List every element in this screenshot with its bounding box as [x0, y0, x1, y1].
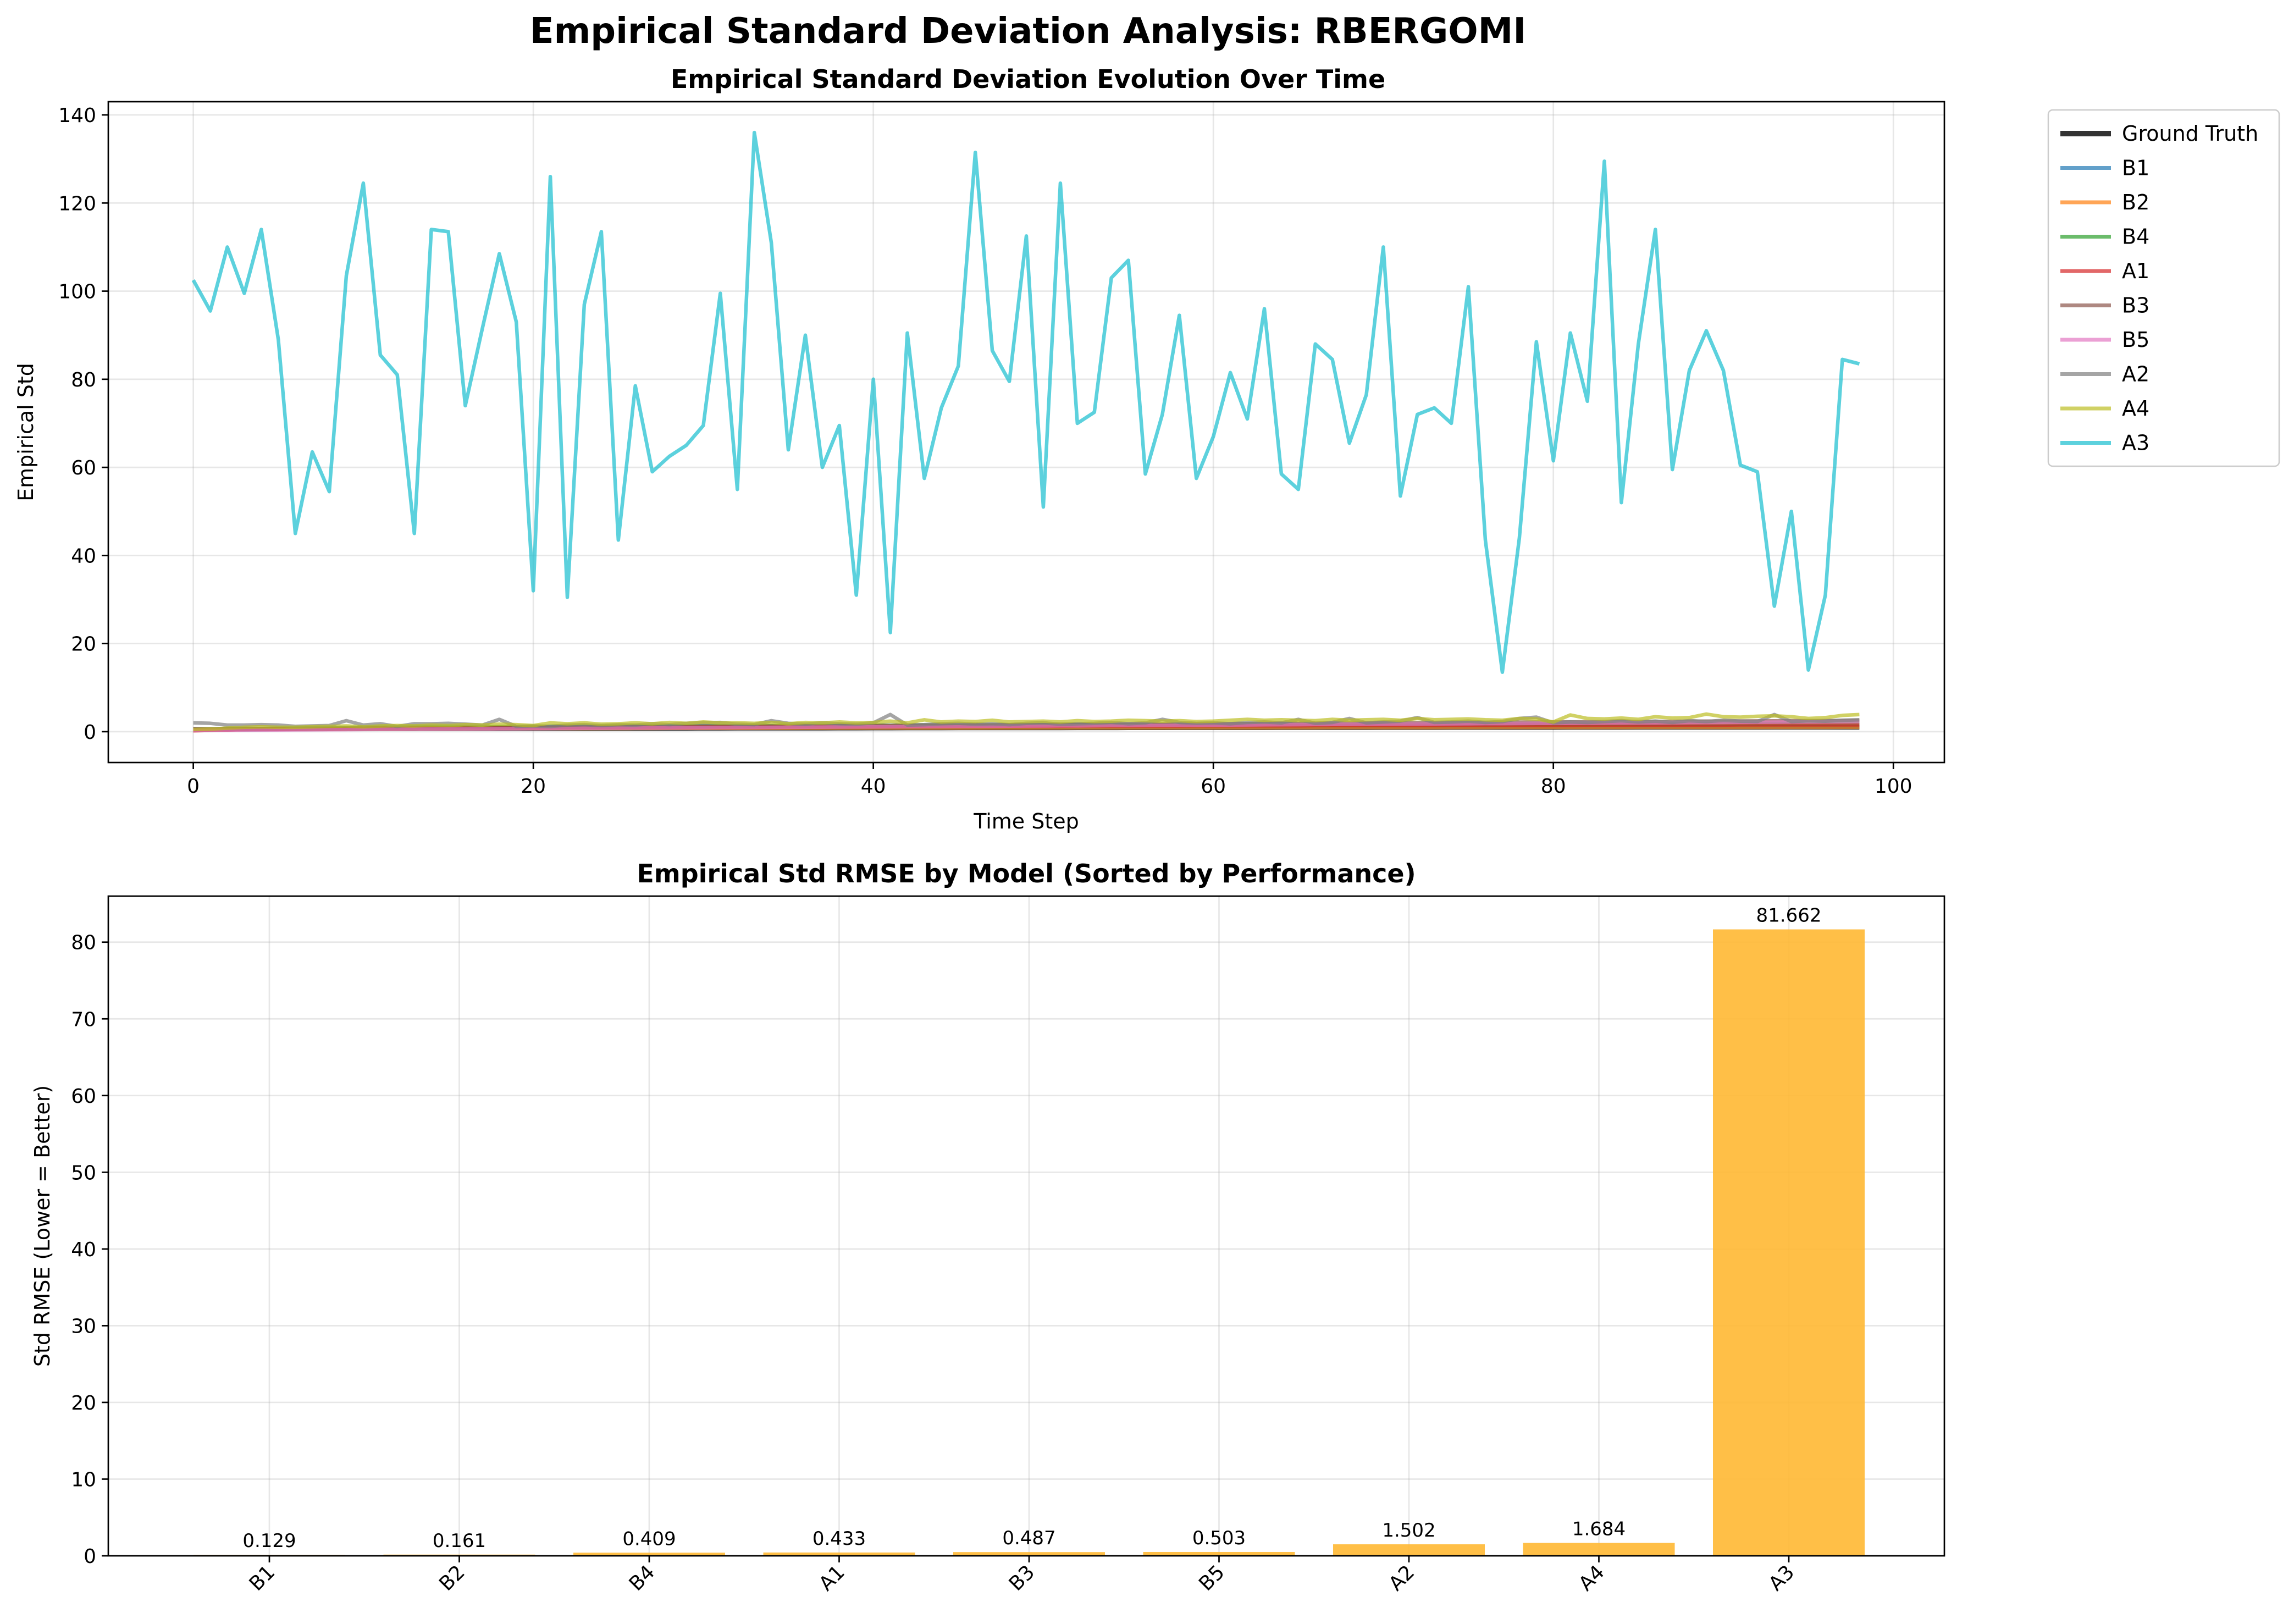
legend-label: B1	[2122, 156, 2149, 180]
legend-label: B2	[2122, 190, 2149, 214]
y-tick-label: 60	[71, 1085, 96, 1108]
line-chart-y-ticks: 0 20 40 60 80 100 120 140	[58, 104, 108, 744]
bar-a2	[1333, 1544, 1485, 1556]
bar-chart-plot-area	[107, 895, 1945, 1557]
y-tick-label: 70	[71, 1008, 96, 1031]
x-tick-label: 40	[861, 775, 886, 798]
x-tick-label: 100	[1875, 775, 1912, 798]
y-tick-label: 20	[71, 633, 96, 656]
x-tick-label: 80	[1541, 775, 1566, 798]
y-tick-label: 80	[71, 932, 96, 954]
bar-a3	[1713, 929, 1865, 1556]
y-tick-label: 80	[71, 369, 96, 391]
bar-b3	[953, 1552, 1105, 1556]
y-tick-label: 100	[58, 281, 96, 303]
bar-b5	[1143, 1551, 1295, 1556]
y-tick-label: 20	[71, 1392, 96, 1415]
bar-chart-bars	[194, 929, 1865, 1556]
bar-value-label: 0.503	[1192, 1527, 1246, 1549]
bar-chart-value-labels: 0.129 0.161 0.409 0.433 0.487 0.503 1.502 1.684…	[242, 905, 1821, 1553]
bar-value-label: 0.129	[242, 1530, 296, 1552]
legend-label: A2	[2122, 362, 2149, 386]
series-line-a4	[193, 712, 1860, 732]
y-tick-label: 0	[84, 1545, 96, 1568]
y-tick-label: 10	[71, 1468, 96, 1491]
line-chart-plot-area	[107, 101, 1945, 764]
y-tick-label: 30	[71, 1315, 96, 1338]
legend-label: A3	[2122, 431, 2149, 455]
bar-chart-y-ticks: 0 10 20 30 40 50 60 70 80	[71, 932, 108, 1568]
bar-value-label: 1.502	[1382, 1520, 1435, 1542]
line-chart-y-label: Empirical Std	[14, 363, 38, 501]
bar-value-label: 0.161	[433, 1530, 486, 1552]
line-chart-x-ticks: 0 20 40 60 80 100	[187, 763, 1912, 798]
y-tick-label: 0	[84, 721, 96, 744]
series-line-a3	[191, 130, 1860, 674]
legend-label: B5	[2122, 328, 2149, 352]
legend-label: A1	[2122, 259, 2149, 283]
y-tick-label: 50	[71, 1162, 96, 1184]
y-tick-label: 60	[71, 457, 96, 479]
x-tick-label: 0	[187, 775, 200, 798]
legend-label: B4	[2122, 225, 2149, 249]
bar-value-label: 0.487	[1002, 1527, 1055, 1549]
x-tick-label: 20	[521, 775, 546, 798]
figure-title: Empirical Standard Deviation Analysis: R…	[530, 11, 1526, 52]
legend: Ground Truth B1 B2 B4 A1 B3 B5 A2 A4 A3	[2047, 109, 2280, 467]
line-chart-title: Empirical Standard Deviation Evolution O…	[671, 64, 1385, 94]
line-chart: Empirical Standard Deviation Evolution O…	[14, 64, 2280, 833]
line-chart-grid	[108, 102, 1944, 763]
legend-items: Ground Truth B1 B2 B4 A1 B3 B5 A2 A4 A3	[2060, 121, 2258, 455]
y-tick-label: 40	[71, 1239, 96, 1261]
bar-b4	[573, 1553, 725, 1556]
bar-chart-y-label: Std RMSE (Lower = Better)	[30, 1085, 54, 1367]
bar-chart: Empirical Std RMSE by Model (Sorted by P…	[30, 859, 1945, 1595]
bar-a4	[1523, 1543, 1675, 1556]
line-chart-x-label: Time Step	[973, 809, 1079, 833]
bar-value-label: 0.409	[622, 1528, 676, 1550]
y-tick-label: 120	[58, 192, 96, 215]
bar-value-label: 0.433	[812, 1528, 866, 1550]
legend-label: A4	[2122, 396, 2149, 421]
bar-value-label: 81.662	[1756, 905, 1822, 927]
bar-value-label: 1.684	[1572, 1518, 1626, 1540]
y-tick-label: 40	[71, 545, 96, 567]
legend-label: B3	[2122, 294, 2149, 318]
bar-a1	[763, 1552, 915, 1556]
legend-box	[2047, 109, 2280, 467]
legend-label: Ground Truth	[2122, 121, 2258, 146]
x-tick-label: 60	[1201, 775, 1226, 798]
bar-chart-title: Empirical Std RMSE by Model (Sorted by P…	[637, 859, 1416, 888]
line-chart-series	[191, 130, 1860, 733]
y-tick-label: 140	[58, 104, 96, 127]
